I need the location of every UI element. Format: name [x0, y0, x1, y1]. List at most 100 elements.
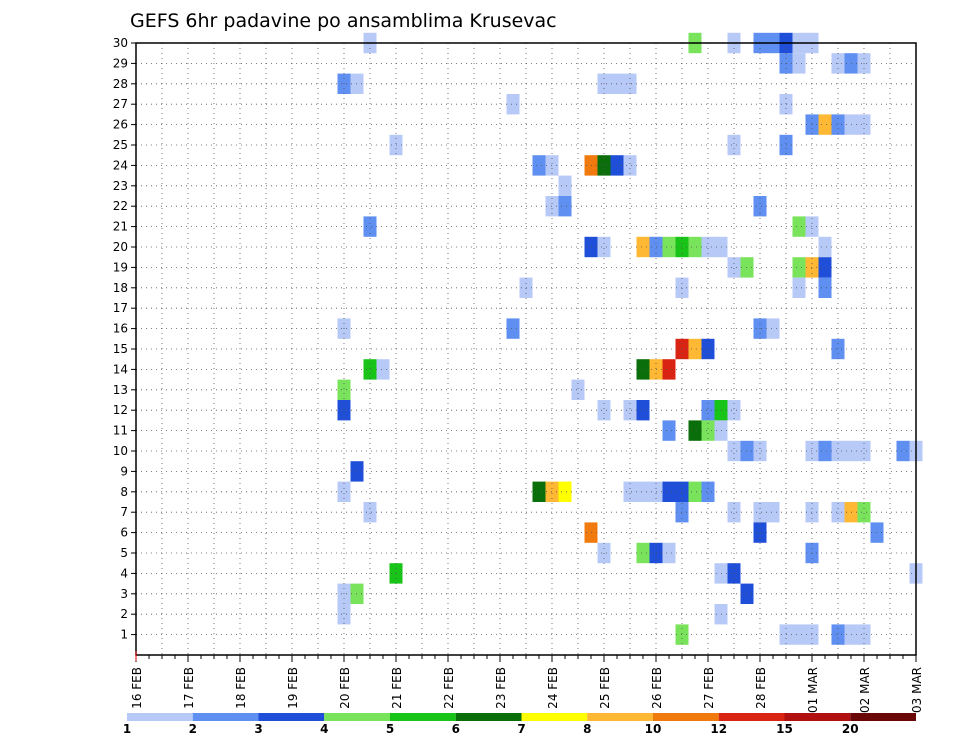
heatmap-cell — [363, 502, 377, 523]
heatmap-cell — [831, 440, 845, 462]
colorbar-swatch — [784, 713, 851, 721]
colorbar: 1 2 3 4 5 6 7 8 10 12 15 20 — [123, 713, 916, 736]
heatmap-cell — [337, 400, 351, 421]
heatmap-cell — [337, 481, 351, 502]
y-tick-label: 3 — [120, 587, 128, 601]
chart-title: GEFS 6hr padavine po ansamblima Krusevac — [130, 10, 557, 32]
x-tick-label: 25 FEB — [598, 667, 612, 709]
heatmap-cell — [688, 481, 702, 502]
heatmap-cell — [792, 624, 806, 645]
heatmap-cell — [558, 481, 572, 502]
y-tick-label: 24 — [113, 158, 128, 172]
x-tick-label: 03 MAR — [910, 667, 924, 713]
colorbar-swatch — [521, 713, 588, 721]
colorbar-swatch — [455, 713, 522, 721]
colorbar-label: 15 — [776, 722, 793, 736]
heatmap-cell — [662, 236, 676, 258]
axes: 1234567891011121314151617181920212223242… — [113, 36, 924, 713]
grid-lines — [136, 42, 916, 655]
heatmap-cell — [623, 481, 637, 502]
heatmap-cell — [753, 196, 767, 217]
heatmap-cell — [571, 379, 585, 400]
heatmap-cell — [818, 277, 832, 298]
heatmap-cell — [792, 277, 806, 298]
x-tick-label: 21 FEB — [390, 667, 404, 709]
colorbar-label: 4 — [320, 722, 328, 736]
x-tick-label: 17 FEB — [182, 667, 196, 709]
heatmap-cell — [662, 481, 676, 502]
heatmap-cell — [597, 155, 611, 176]
x-tick-label: 19 FEB — [286, 667, 300, 709]
heatmap-cell — [727, 440, 741, 462]
heatmap-cell — [766, 318, 780, 339]
y-tick-label: 8 — [120, 485, 128, 499]
colorbar-label: 3 — [254, 722, 262, 736]
y-tick-label: 14 — [113, 362, 128, 376]
heatmap-cell — [818, 236, 832, 258]
y-tick-label: 1 — [120, 628, 128, 642]
heatmap-cell — [818, 440, 832, 462]
heatmap-cell — [376, 359, 390, 380]
y-tick-label: 30 — [113, 36, 128, 50]
heatmap-cell — [636, 542, 650, 564]
colorbar-swatch — [587, 713, 653, 721]
heatmap-cell — [792, 257, 806, 278]
heatmap-cell — [727, 134, 741, 156]
y-tick-label: 16 — [113, 322, 128, 336]
heatmap-cell — [597, 236, 611, 258]
y-tick-label: 4 — [120, 566, 128, 580]
heatmap-cell — [558, 196, 572, 217]
heatmap-cell — [753, 502, 767, 523]
colorbar-label: 2 — [189, 722, 197, 736]
heatmap-cell — [792, 53, 806, 74]
colorbar-swatch — [258, 713, 325, 721]
y-tick-label: 18 — [113, 281, 128, 295]
y-tick-label: 22 — [113, 199, 128, 213]
heatmap-cell — [857, 440, 871, 462]
y-tick-label: 20 — [113, 240, 128, 254]
heatmap-cell — [506, 318, 520, 339]
heatmap-cell — [753, 440, 767, 462]
colorbar-label: 5 — [386, 722, 394, 736]
y-tick-label: 13 — [113, 383, 128, 397]
heatmap-cell — [558, 175, 572, 196]
heatmap-cell — [636, 400, 650, 421]
colorbar-label: 6 — [452, 722, 460, 736]
heatmap-cell — [337, 379, 351, 400]
colorbar-swatch — [718, 713, 785, 721]
heatmap-cell — [506, 94, 520, 115]
colorbar-swatch — [192, 713, 259, 721]
y-tick-label: 23 — [113, 179, 128, 193]
heatmap-cell — [363, 359, 377, 380]
y-tick-label: 21 — [113, 220, 128, 234]
x-tick-label: 18 FEB — [234, 667, 248, 709]
colorbar-label: 1 — [123, 722, 131, 736]
heatmap-cell — [766, 502, 780, 523]
colorbar-swatch — [390, 713, 456, 721]
heatmap-cell — [857, 114, 871, 135]
y-tick-label: 11 — [113, 424, 128, 438]
heatmap-cell — [597, 400, 611, 421]
heatmap-cell — [662, 542, 676, 564]
heatmap-cell — [623, 155, 637, 176]
heatmap-cell — [701, 236, 715, 258]
x-tick-label: 02 MAR — [858, 667, 872, 713]
heatmap-cell — [636, 481, 650, 502]
x-tick-label: 22 FEB — [442, 667, 456, 709]
y-tick-label: 25 — [113, 138, 128, 152]
heatmap-cell — [688, 338, 702, 360]
y-tick-label: 17 — [113, 301, 128, 315]
heatmap-cell — [727, 400, 741, 421]
y-tick-label: 5 — [120, 546, 128, 560]
heatmap-cell — [818, 257, 832, 278]
heatmap-cell — [818, 114, 832, 135]
heatmap-cell — [857, 502, 871, 523]
x-tick-label: 27 FEB — [702, 667, 716, 709]
heatmap-cell — [337, 604, 351, 625]
y-tick-label: 15 — [113, 342, 128, 356]
heatmap-cell — [701, 481, 715, 502]
y-tick-label: 26 — [113, 118, 128, 132]
y-tick-label: 7 — [120, 505, 128, 519]
y-tick-label: 12 — [113, 403, 128, 417]
